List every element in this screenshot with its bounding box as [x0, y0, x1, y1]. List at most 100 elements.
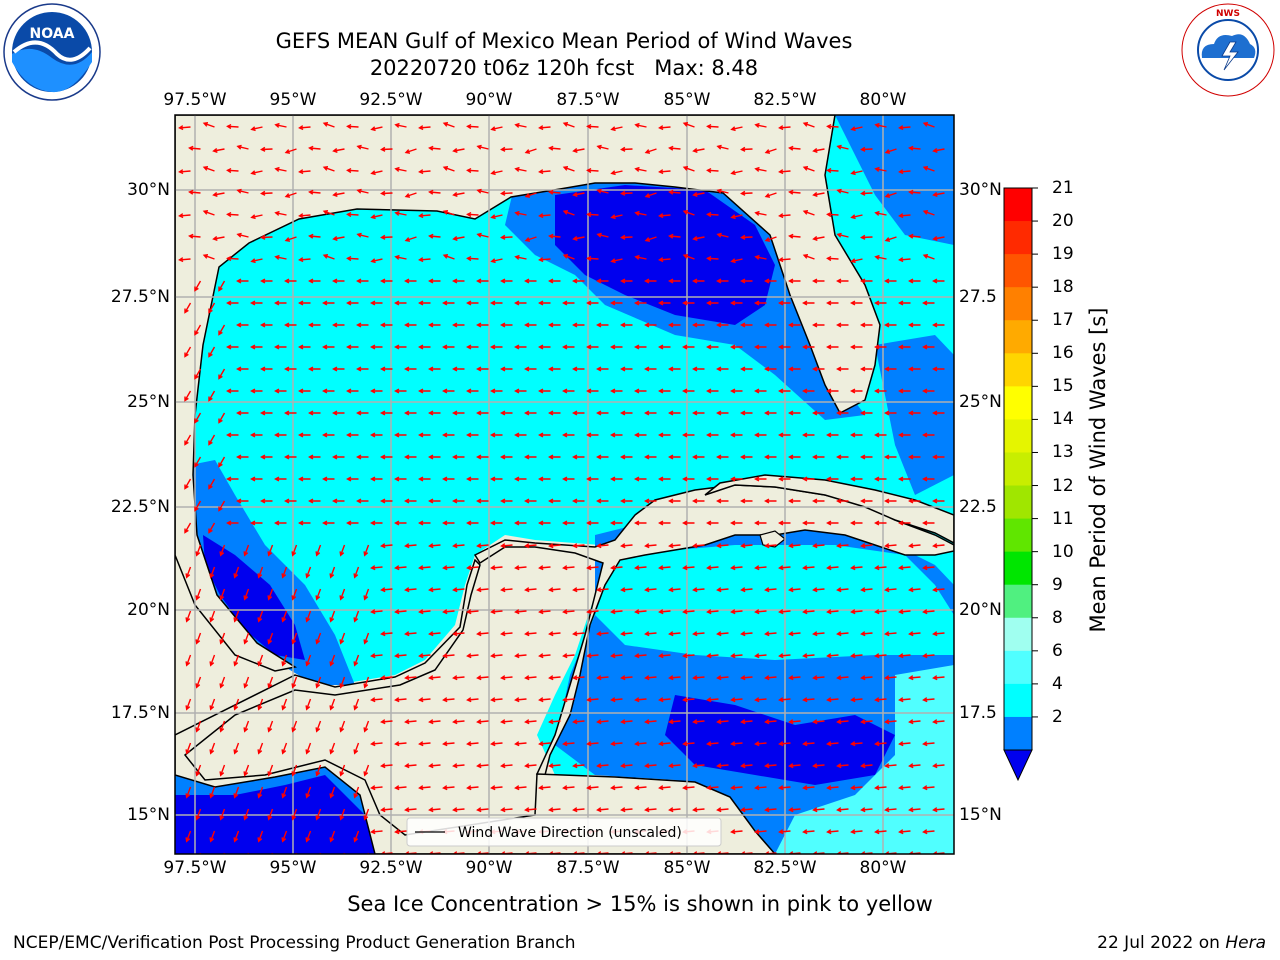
wind-arrow: [370, 258, 383, 264]
wind-arrow: [706, 476, 719, 482]
wind-arrow: [305, 654, 312, 667]
colorbar: [1003, 187, 1038, 782]
wind-arrow: [346, 211, 359, 218]
wind-arrow: [730, 432, 743, 438]
wind-arrow: [740, 719, 753, 725]
wind-arrow: [586, 255, 599, 262]
wind-arrow: [548, 322, 561, 328]
wind-arrow: [932, 807, 945, 813]
wind-arrow: [250, 258, 263, 264]
wind-arrow: [500, 631, 513, 637]
wind-arrow: [802, 122, 815, 128]
wind-arrow: [466, 653, 479, 659]
wind-arrow: [514, 122, 527, 128]
wind-arrow: [826, 476, 839, 482]
wind-arrow: [932, 498, 945, 504]
wind-arrow: [778, 829, 791, 835]
wind-arrow: [538, 653, 551, 659]
wind-arrow: [315, 632, 322, 645]
wind-arrow: [257, 742, 264, 755]
lon-tick: 90°W: [465, 858, 513, 878]
wind-arrow: [260, 454, 273, 460]
wind-arrow: [308, 233, 321, 239]
wind-arrow: [363, 764, 370, 777]
wind-arrow: [476, 498, 489, 504]
wind-arrow: [524, 631, 537, 637]
wind-arrow: [716, 144, 729, 150]
wind-arrow: [716, 454, 729, 460]
wind-arrow: [305, 698, 312, 711]
lon-tick: 87.5°W: [556, 90, 620, 110]
wind-arrow: [428, 807, 441, 813]
wind-arrow: [466, 211, 479, 218]
wind-arrow: [658, 565, 671, 571]
wind-arrow: [346, 432, 359, 438]
wind-arrow: [305, 786, 312, 799]
wind-arrow: [418, 741, 431, 747]
wind-arrow: [322, 476, 335, 482]
wind-arrow: [329, 830, 336, 843]
colorbar-segment: [1004, 551, 1032, 586]
wind-arrow: [353, 698, 360, 711]
wind-arrow: [764, 148, 777, 154]
wind-arrow: [788, 587, 801, 593]
wind-arrow: [209, 830, 216, 843]
wind-arrow: [586, 432, 599, 438]
wind-arrow: [716, 232, 729, 238]
wind-arrow: [572, 763, 585, 769]
wind-arrow: [826, 697, 839, 703]
wind-arrow: [476, 454, 489, 460]
wind-arrow: [836, 188, 849, 194]
wind-arrow: [236, 322, 249, 328]
wind-arrow: [250, 344, 263, 350]
wind-arrow: [185, 698, 192, 711]
wind-arrow: [291, 676, 298, 689]
wind-arrow: [730, 829, 743, 835]
wind-arrow: [884, 366, 897, 372]
wind-arrow: [452, 498, 465, 504]
wind-arrow: [339, 544, 346, 557]
wind-arrow: [185, 830, 192, 843]
wind-arrow: [548, 410, 561, 416]
wind-arrow: [908, 675, 921, 681]
wind-arrow: [802, 300, 815, 306]
graticule: [175, 115, 954, 854]
wind-arrow: [284, 322, 297, 328]
wind-arrow: [236, 410, 249, 416]
wind-arrow: [668, 410, 681, 416]
wind-arrow: [850, 520, 863, 526]
wind-arrow: [346, 344, 359, 350]
wind-arrow: [620, 807, 633, 813]
wind-arrow: [452, 543, 465, 549]
wind-arrow: [490, 565, 503, 571]
wind-arrow: [380, 675, 393, 681]
wind-arrow: [548, 498, 561, 504]
wind-arrow: [634, 476, 647, 482]
wind-arrow: [250, 388, 263, 394]
wind-arrow: [195, 588, 202, 601]
wind-arrow: [802, 520, 815, 526]
wind-arrow: [538, 300, 551, 306]
wind-arrow: [291, 764, 298, 777]
wind-arrow: [754, 785, 767, 791]
wind-arrow: [692, 587, 705, 593]
wind-arrow: [802, 210, 815, 216]
wind-arrow: [586, 211, 599, 218]
wind-arrow: [860, 763, 873, 769]
wind-arrow: [226, 255, 239, 262]
wind-arrow: [346, 388, 359, 394]
wind-arrow: [562, 785, 575, 791]
colorbar-tick-label: 17: [1052, 310, 1074, 331]
wind-arrow: [394, 210, 407, 216]
wind-arrow: [764, 322, 777, 328]
wind-arrow: [370, 741, 383, 747]
wind-arrow: [778, 785, 791, 791]
wind-arrow: [452, 631, 465, 637]
wind-arrow: [466, 520, 479, 526]
wind-arrow: [514, 254, 527, 260]
wind-arrow: [778, 565, 791, 571]
wind-arrow: [524, 675, 537, 681]
wind-arrow: [644, 148, 657, 154]
colorbar-tick-label: 13: [1052, 442, 1074, 463]
wind-arrow: [836, 587, 849, 593]
